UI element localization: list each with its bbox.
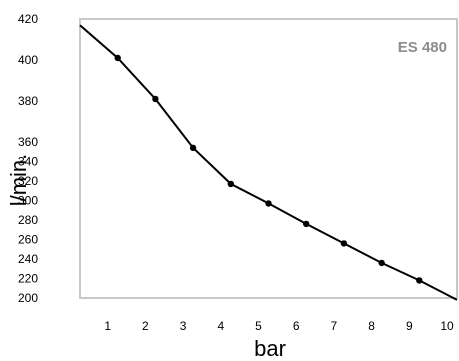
data-point [378,259,385,267]
y-tick-labels: 200 220 240 260 280 300 320 340 360 380 400 420 [18,12,38,305]
series-line [79,24,458,301]
x-tick-label: 1 [104,319,111,333]
data-point [303,220,310,228]
model-label: ES 480 [398,39,447,56]
data-point [152,95,159,103]
x-tick-label: 4 [217,319,224,333]
y-tick-label: 340 [18,155,38,169]
x-tick-label: 5 [255,319,262,333]
x-tick-labels: 1 2 3 4 5 6 7 8 9 10 [104,319,454,333]
x-tick-label: 6 [293,319,300,333]
x-axis-title: bar [254,336,286,361]
x-tick-label: 2 [142,319,149,333]
y-tick-label: 400 [18,53,38,67]
y-tick-label: 320 [18,174,38,188]
y-tick-label: 380 [18,94,38,108]
y-tick-label: 360 [18,135,38,149]
data-point [227,180,234,188]
y-tick-label: 200 [18,291,38,305]
y-axis-title: l/min. [6,154,31,207]
data-point [114,54,121,62]
x-tick-label: 10 [440,319,454,333]
data-points [114,54,423,284]
y-tick-label: 280 [18,213,38,227]
data-point [189,144,197,152]
data-point [340,240,348,247]
x-tick-label: 7 [331,319,338,333]
y-tick-label: 300 [18,194,38,208]
data-point [265,200,272,207]
y-tick-label: 260 [18,233,38,247]
y-tick-label: 240 [18,252,38,266]
y-tick-label: 420 [18,12,38,26]
x-tick-label: 3 [180,319,187,333]
y-tick-label: 220 [18,272,38,286]
x-tick-label: 9 [406,319,413,333]
plot-area-frame [79,18,458,299]
data-point [416,277,423,284]
x-tick-label: 8 [368,319,375,333]
